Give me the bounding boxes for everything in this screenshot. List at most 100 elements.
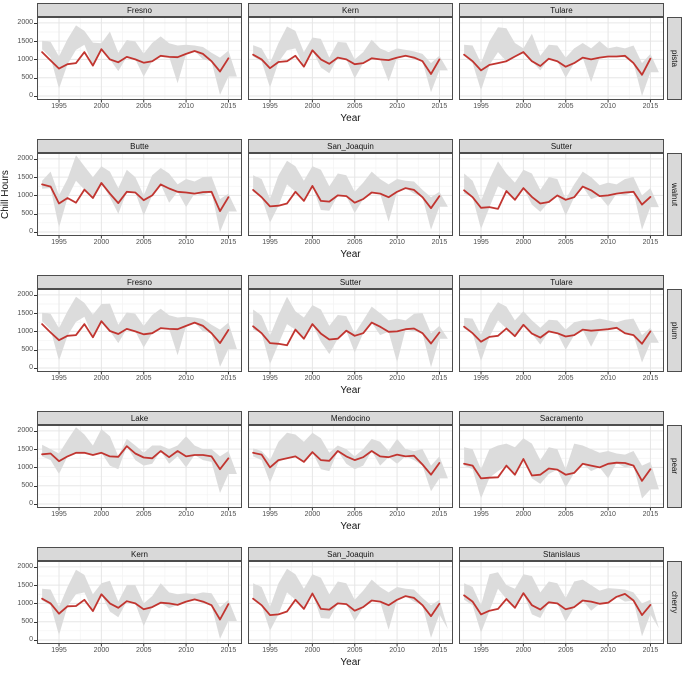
facet-strip-top: Stanislaus bbox=[459, 547, 664, 561]
facet-strip-top: Butte bbox=[37, 139, 242, 153]
x-tick-label: 2010 bbox=[178, 375, 194, 382]
y-tick-mark bbox=[34, 95, 37, 97]
y-tick-mark bbox=[34, 467, 37, 469]
y-tick-label: 0 bbox=[29, 500, 33, 508]
panel-border bbox=[459, 153, 664, 236]
x-tick-label: 2005 bbox=[346, 239, 363, 246]
facet-strip-right: walnut bbox=[667, 153, 682, 236]
median-line bbox=[463, 323, 652, 345]
facet-strip-top: Kern bbox=[248, 3, 453, 17]
x-tick-label: 2015 bbox=[431, 375, 448, 382]
y-tick-label: 2000 bbox=[17, 291, 33, 299]
panel-border bbox=[248, 561, 453, 644]
x-tick-label: 2005 bbox=[557, 647, 574, 654]
y-tick-label: 0 bbox=[29, 228, 33, 236]
y-tick-label: 1500 bbox=[17, 37, 33, 45]
x-tick-label: 2005 bbox=[135, 511, 152, 518]
panel-plot-cherry-Kern bbox=[37, 561, 242, 647]
facet-strip-top: Sutter bbox=[459, 139, 664, 153]
facet-strip-right: cherry bbox=[667, 561, 682, 644]
x-axis-title: Year bbox=[340, 385, 361, 396]
facet-strip-top: Fresno bbox=[37, 3, 242, 17]
y-tick-mark bbox=[34, 430, 37, 432]
x-tick-label: 2005 bbox=[135, 239, 152, 246]
y-tick-mark bbox=[34, 349, 37, 351]
x-tick-label: 1995 bbox=[262, 511, 278, 518]
median-line bbox=[41, 320, 230, 344]
y-tick-label: 1000 bbox=[17, 463, 33, 471]
y-tick-label: 1500 bbox=[17, 581, 33, 589]
panel-plot-pista-Tulare bbox=[459, 17, 664, 103]
x-tick-label: 2005 bbox=[135, 375, 152, 382]
x-tick-label: 1995 bbox=[51, 647, 67, 654]
x-tick-label: 2015 bbox=[431, 103, 448, 110]
ribbon-range-area bbox=[253, 160, 448, 230]
x-tick-label: 2005 bbox=[135, 647, 152, 654]
ribbon-range-area bbox=[42, 569, 237, 639]
ribbon-range-area bbox=[464, 438, 659, 499]
x-tick-label: 2010 bbox=[178, 239, 194, 246]
panel-border bbox=[37, 289, 242, 372]
y-tick-label: 2000 bbox=[17, 155, 33, 163]
panel-plot-cherry-Stanislaus bbox=[459, 561, 664, 647]
median-line bbox=[252, 592, 441, 618]
x-tick-label: 2015 bbox=[431, 647, 448, 654]
median-line bbox=[463, 185, 652, 210]
median-line bbox=[252, 185, 441, 210]
x-tick-label: 2000 bbox=[304, 647, 321, 654]
panel-plot-walnut-Butte bbox=[37, 153, 242, 239]
y-tick-mark bbox=[34, 603, 37, 605]
panel-plot-cherry-San_Joaquin bbox=[248, 561, 453, 647]
x-tick-label: 2010 bbox=[178, 511, 194, 518]
x-tick-label: 1995 bbox=[473, 375, 489, 382]
x-tick-label: 2000 bbox=[515, 511, 532, 518]
x-tick-label: 2005 bbox=[346, 103, 363, 110]
y-tick-label: 0 bbox=[29, 636, 33, 644]
median-line bbox=[41, 445, 230, 471]
ribbon-range-area bbox=[253, 568, 448, 638]
y-tick-label: 500 bbox=[21, 74, 33, 82]
y-tick-mark bbox=[34, 213, 37, 215]
panel-plot-plum-Tulare bbox=[459, 289, 664, 375]
x-tick-label: 2010 bbox=[600, 239, 616, 246]
facet-strip-top: San_Joaquin bbox=[248, 547, 453, 561]
x-tick-label: 2015 bbox=[642, 103, 659, 110]
x-tick-label: 2005 bbox=[557, 375, 574, 382]
x-tick-label: 2000 bbox=[93, 375, 110, 382]
ribbon-range-area bbox=[253, 432, 448, 492]
y-tick-label: 0 bbox=[29, 92, 33, 100]
x-tick-label: 2000 bbox=[515, 375, 532, 382]
median-line bbox=[41, 593, 230, 621]
x-tick-label: 2015 bbox=[642, 239, 659, 246]
panel-plot-pear-Mendocino bbox=[248, 425, 453, 511]
facet-row-plum: 2000 1500 1000 500 0 Fresno 1995 2000 2005 2010 20… bbox=[0, 275, 685, 411]
facet-strip-top: Sutter bbox=[248, 275, 453, 289]
x-tick-label: 1995 bbox=[51, 239, 67, 246]
y-tick-label: 1000 bbox=[17, 191, 33, 199]
y-tick-label: 500 bbox=[21, 346, 33, 354]
x-tick-label: 2010 bbox=[389, 375, 405, 382]
ribbon-range-area bbox=[253, 26, 448, 93]
x-tick-label: 2010 bbox=[389, 239, 405, 246]
ribbon-range-area bbox=[253, 296, 448, 368]
y-tick-mark bbox=[34, 639, 37, 641]
x-tick-label: 2005 bbox=[557, 103, 574, 110]
y-tick-mark bbox=[34, 367, 37, 369]
y-tick-label: 2000 bbox=[17, 563, 33, 571]
panel-plot-walnut-Sutter bbox=[459, 153, 664, 239]
panel-border bbox=[459, 289, 664, 372]
x-tick-label: 2000 bbox=[515, 239, 532, 246]
y-tick-label: 500 bbox=[21, 210, 33, 218]
facet-strip-right: plum bbox=[667, 289, 682, 372]
y-tick-label: 1000 bbox=[17, 327, 33, 335]
ribbon-range-area bbox=[464, 302, 659, 363]
x-tick-label: 2015 bbox=[431, 239, 448, 246]
x-tick-label: 2005 bbox=[346, 375, 363, 382]
x-tick-label: 1995 bbox=[262, 647, 278, 654]
y-tick-label: 1000 bbox=[17, 599, 33, 607]
x-tick-label: 2010 bbox=[600, 375, 616, 382]
x-tick-label: 2010 bbox=[600, 647, 616, 654]
y-tick-label: 1500 bbox=[17, 173, 33, 181]
ribbon-range-area bbox=[42, 155, 237, 232]
facet-strip-top: Mendocino bbox=[248, 411, 453, 425]
